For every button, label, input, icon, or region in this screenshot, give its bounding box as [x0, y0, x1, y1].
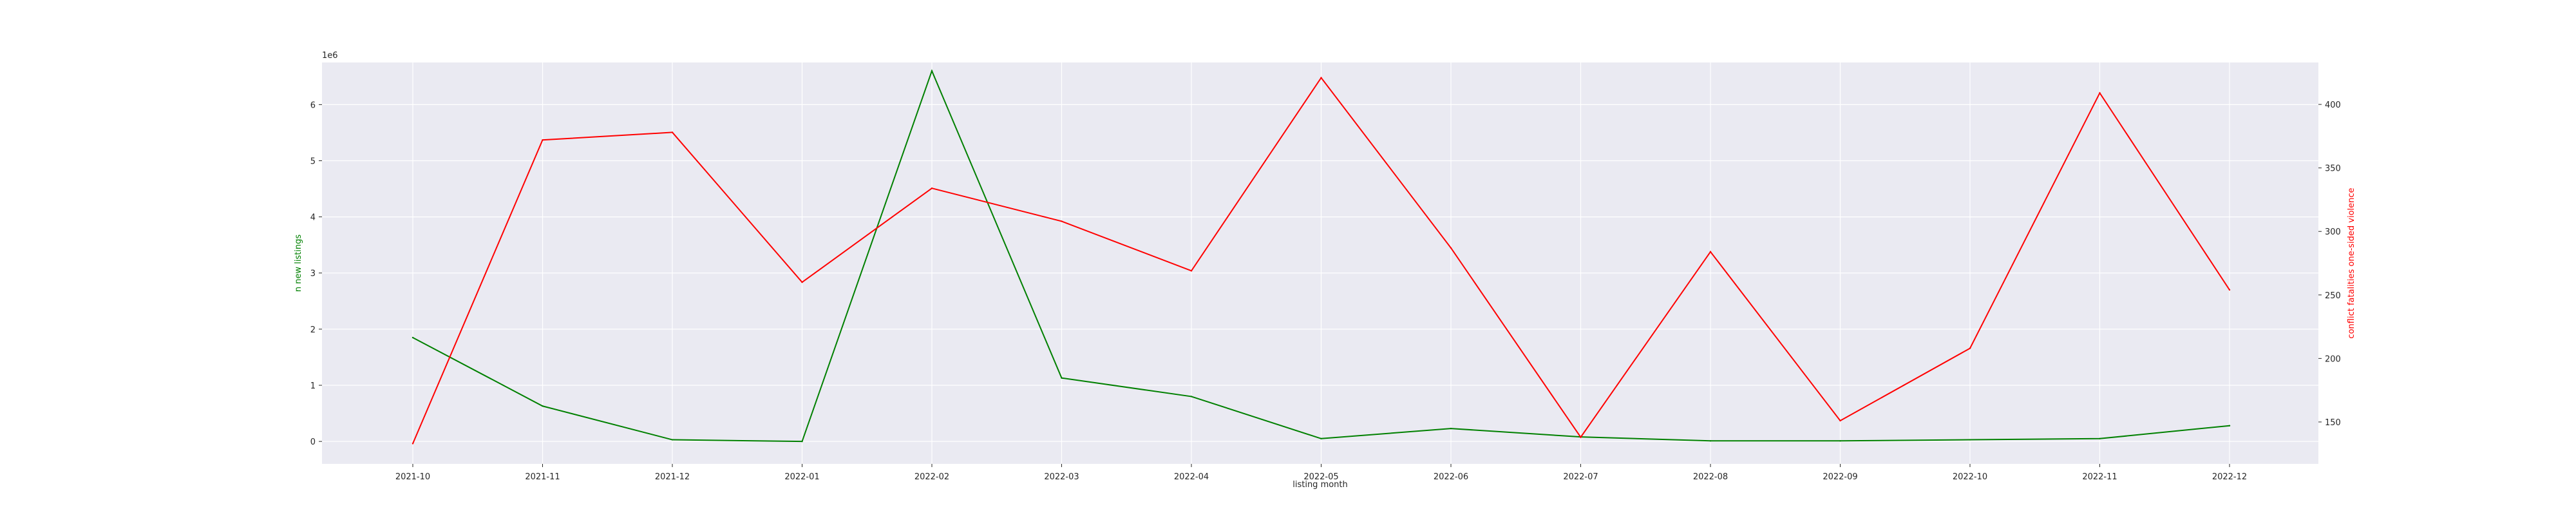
right-series-point	[931, 187, 933, 189]
x-tick-label: 2022-04	[1174, 472, 1209, 482]
right-series-point	[1709, 251, 1712, 253]
x-tick-label: 2022-10	[1953, 472, 1987, 482]
x-tick-label: 2022-09	[1823, 472, 1857, 482]
left-series-point	[542, 405, 544, 407]
left-tick-label: 5	[310, 157, 316, 166]
right-tick-label: 300	[2325, 227, 2341, 237]
right-tick-label: 350	[2325, 164, 2341, 174]
x-tick-label: 2022-08	[1693, 472, 1728, 482]
left-axis-offset-label: 1e6	[322, 51, 338, 61]
left-axis-label: n new listings	[294, 235, 303, 293]
left-tick-label: 0	[310, 437, 316, 447]
right-series-point	[801, 281, 803, 283]
x-tick-label: 2022-01	[784, 472, 819, 482]
series-lines	[412, 69, 2231, 445]
left-tick-label: 4	[310, 213, 316, 223]
x-tick-label: 2022-07	[1563, 472, 1598, 482]
right-series-point	[2228, 289, 2231, 291]
right-series-point	[671, 131, 674, 133]
right-tick-label: 250	[2325, 291, 2341, 301]
left-series-point	[1450, 427, 1452, 430]
left-tick-label: 3	[310, 269, 316, 279]
x-axis-label: listing month	[1293, 480, 1348, 490]
x-tick-label: 2022-03	[1044, 472, 1079, 482]
grid-lines	[322, 62, 2318, 464]
right-series-point	[1839, 419, 1841, 422]
left-axis: 0 1 2 3 4 5 6	[310, 101, 322, 447]
right-series-point	[412, 443, 414, 445]
left-series-point	[1320, 437, 1322, 439]
right-axis-label: conflict fatalities one-sided violence	[2347, 187, 2356, 338]
left-tick-label: 6	[310, 101, 316, 110]
left-series-point	[1190, 396, 1193, 398]
right-axis: 150 200 250 300 350 400	[2318, 101, 2341, 428]
left-series-point	[2228, 425, 2231, 427]
left-series-point	[1061, 377, 1063, 379]
x-axis: 2021-10 2021-11 2021-12 2022-01 2022-02 2022-…	[395, 464, 2247, 482]
left-series-point	[801, 440, 803, 443]
x-tick-label: 2022-12	[2212, 472, 2247, 482]
right-series-point	[1450, 247, 1452, 249]
left-series-point	[412, 336, 414, 339]
right-series-point	[2099, 92, 2101, 94]
x-tick-label: 2022-06	[1434, 472, 1468, 482]
left-series-point	[931, 70, 933, 72]
right-series-point	[542, 139, 544, 141]
x-tick-label: 2021-12	[655, 472, 690, 482]
x-tick-label: 2022-05	[1303, 472, 1338, 482]
right-series-point	[1190, 270, 1193, 272]
x-tick-label: 2021-10	[395, 472, 430, 482]
right-tick-label: 400	[2325, 101, 2341, 110]
right-tick-label: 150	[2325, 418, 2341, 428]
plot-background	[322, 62, 2318, 464]
left-series-point	[2099, 437, 2101, 439]
left-series-point	[1839, 440, 1841, 442]
right-series-point	[1580, 436, 1582, 438]
left-series-point	[671, 439, 674, 441]
right-series-point	[1969, 347, 1971, 349]
left-tick-label: 2	[310, 325, 316, 335]
right-tick-label: 200	[2325, 354, 2341, 364]
left-series-point	[1969, 439, 1971, 441]
right-series-point	[1320, 77, 1322, 79]
x-tick-label: 2022-02	[914, 472, 949, 482]
x-tick-label: 2022-11	[2082, 472, 2117, 482]
left-tick-label: 1	[310, 381, 316, 391]
x-tick-label: 2021-11	[525, 472, 560, 482]
right-series-point	[1061, 220, 1063, 222]
left-series-point	[1709, 440, 1712, 442]
